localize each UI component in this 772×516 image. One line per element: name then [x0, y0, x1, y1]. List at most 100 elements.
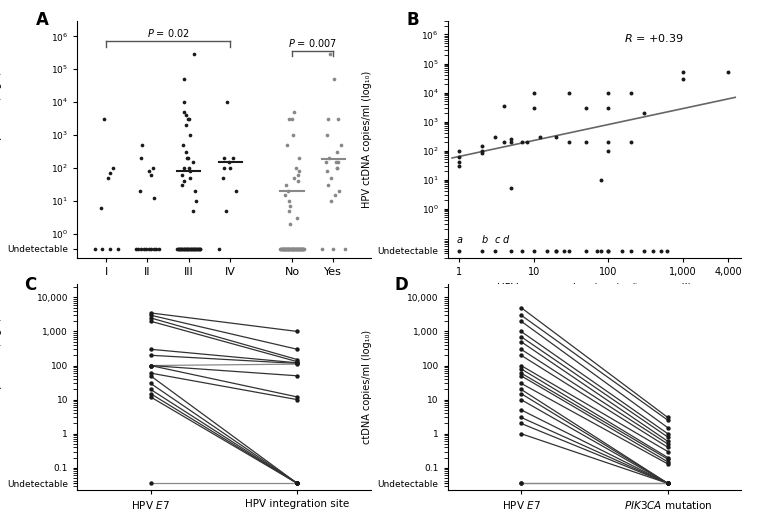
Point	[144, 361, 157, 369]
Point	[230, 187, 242, 195]
Point	[181, 154, 193, 162]
Point	[580, 104, 592, 112]
Point	[136, 141, 148, 149]
Point	[528, 88, 540, 96]
Point	[284, 202, 296, 210]
Point	[291, 245, 303, 253]
Point	[662, 430, 674, 438]
Y-axis label: HPV ctDNA copies/ml (log₁₀): HPV ctDNA copies/ml (log₁₀)	[0, 71, 2, 208]
Point	[321, 181, 334, 189]
Point	[275, 245, 287, 253]
Point	[291, 393, 303, 401]
Point	[332, 158, 344, 166]
Text: c: c	[494, 235, 499, 245]
Point	[181, 245, 194, 253]
Text: $\it{P}$ = 0.007: $\it{P}$ = 0.007	[288, 37, 337, 50]
Point	[281, 245, 293, 253]
Point	[283, 245, 295, 253]
Point	[320, 158, 332, 166]
Point	[218, 164, 231, 172]
Point	[528, 104, 540, 112]
Point	[498, 138, 510, 146]
Point	[662, 455, 674, 463]
Point	[332, 115, 344, 123]
Point	[187, 245, 199, 253]
Text: a: a	[456, 235, 462, 245]
Point	[178, 164, 191, 172]
Point	[291, 345, 303, 353]
Point	[280, 245, 293, 253]
Point	[282, 245, 294, 253]
Text: $\it{P}$ = 0.02: $\it{P}$ = 0.02	[147, 27, 190, 39]
Point	[134, 154, 147, 162]
Point	[151, 245, 163, 253]
Point	[171, 245, 184, 253]
Point	[662, 416, 674, 424]
Point	[325, 197, 337, 205]
Point	[276, 245, 289, 253]
Point	[615, 247, 628, 255]
Point	[279, 245, 292, 253]
Point	[489, 133, 501, 141]
Point	[178, 98, 190, 106]
Point	[283, 206, 295, 215]
Point	[515, 420, 527, 428]
Point	[662, 454, 674, 462]
Point	[144, 311, 157, 319]
Point	[453, 153, 466, 161]
Point	[135, 245, 147, 253]
Point	[184, 167, 196, 175]
Point	[330, 164, 343, 172]
Text: ($n$ = 17): ($n$ = 17)	[130, 288, 165, 300]
Point	[178, 245, 190, 253]
Point	[137, 245, 150, 253]
Point	[550, 133, 563, 141]
Point	[602, 147, 615, 155]
Point	[662, 479, 674, 488]
Point	[625, 247, 637, 255]
Point	[330, 158, 343, 166]
Point	[184, 245, 196, 253]
Text: ($n$ = 72): ($n$ = 72)	[274, 288, 310, 300]
Point	[515, 390, 527, 398]
Point	[291, 479, 303, 488]
Point	[107, 164, 119, 172]
Point	[334, 141, 347, 149]
Point	[333, 187, 345, 195]
Point	[515, 395, 527, 404]
Point	[277, 245, 290, 253]
Point	[130, 245, 142, 253]
Text: ($n$ = 22): ($n$ = 22)	[316, 288, 351, 300]
Point	[279, 245, 291, 253]
Point	[297, 245, 310, 253]
Point	[179, 245, 191, 253]
Point	[292, 245, 304, 253]
Text: ($n$ = 10): ($n$ = 10)	[212, 288, 248, 300]
Point	[277, 245, 290, 253]
Point	[662, 447, 674, 456]
Point	[662, 479, 674, 488]
Point	[175, 245, 188, 253]
Point	[144, 309, 157, 317]
Point	[321, 131, 334, 139]
Point	[520, 138, 533, 146]
Point	[528, 247, 540, 255]
Point	[185, 131, 197, 139]
Point	[98, 115, 110, 123]
Point	[111, 245, 124, 253]
Point	[291, 395, 303, 404]
Point	[182, 245, 195, 253]
Text: D: D	[395, 276, 408, 294]
Point	[602, 247, 615, 255]
Point	[602, 138, 615, 146]
Point	[662, 479, 674, 488]
Point	[476, 149, 488, 157]
Point	[662, 443, 674, 452]
Point	[533, 133, 546, 141]
Point	[145, 245, 157, 253]
Point	[283, 245, 296, 253]
Point	[144, 345, 157, 353]
Point	[662, 424, 674, 432]
Point	[194, 245, 206, 253]
Point	[276, 245, 289, 253]
